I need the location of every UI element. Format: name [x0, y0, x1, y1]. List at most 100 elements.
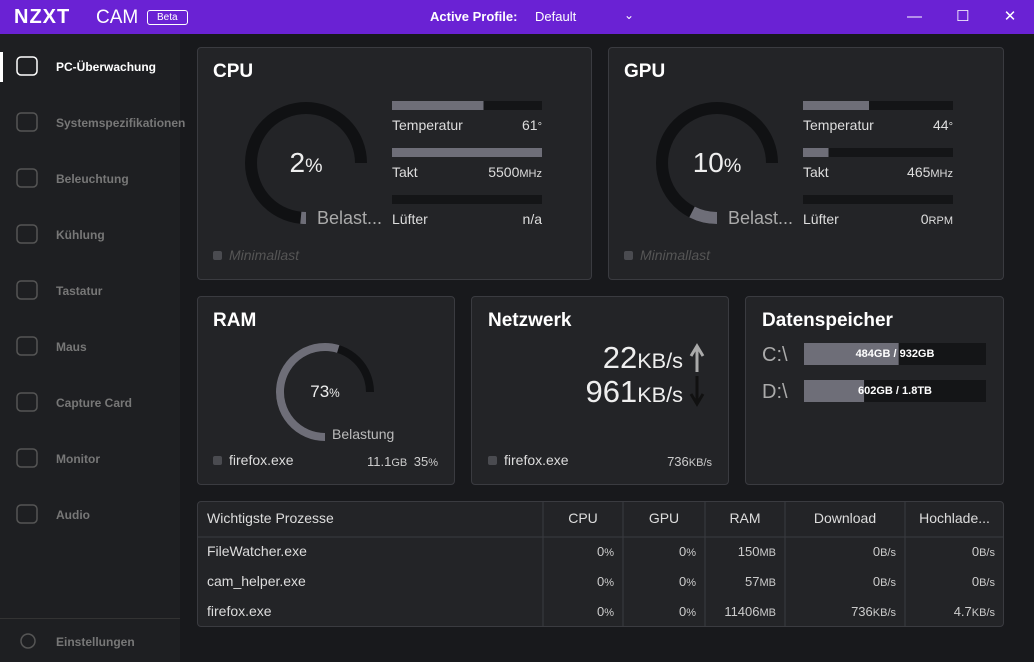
col-header[interactable]: Wichtigste Prozesse [207, 510, 334, 526]
active-indicator [0, 52, 3, 82]
col-header[interactable]: RAM [729, 510, 761, 526]
card-title: CPU [213, 61, 254, 82]
gauge-value-part: 73 [310, 381, 330, 401]
gauge-value-part: % [305, 155, 323, 177]
gauge-value-part: % [723, 155, 742, 177]
proc-name: firefox.exe [229, 452, 294, 468]
proc-cell: 0% [679, 604, 696, 619]
profile-label: Active Profile: [430, 9, 518, 24]
stat-track [392, 195, 542, 204]
proc-cell-part: % [604, 577, 614, 589]
mode-label: Minimallast [229, 247, 300, 263]
nav-icon [16, 224, 38, 244]
proc-rate: 736KB/s [667, 454, 712, 469]
proc-cell: 150MB [738, 544, 776, 559]
stat-value: 44° [933, 117, 953, 133]
proc-mem-part: GB [391, 457, 408, 469]
col-header[interactable]: CPU [568, 510, 598, 526]
proc-cell-part: B/s [880, 577, 896, 589]
proc-cell-part: B/s [979, 547, 995, 559]
gauge-fill [276, 343, 340, 441]
titlebar [0, 0, 1034, 34]
stat-value-part: 0 [920, 211, 929, 227]
arrow-down [689, 376, 705, 407]
col-header[interactable]: Hochlade... [919, 510, 990, 526]
nav-item[interactable]: PC-Überwachung [56, 60, 157, 74]
gauge-track [245, 102, 367, 224]
sidebar [0, 34, 180, 662]
stat-track [803, 101, 953, 110]
gauge-value-part: % [329, 385, 340, 400]
net-up: 22KB/s [603, 340, 683, 376]
profile-caret[interactable]: ⌄ [624, 8, 635, 22]
proc-name: firefox.exe [207, 603, 272, 619]
stat-value: 61° [522, 117, 542, 133]
gauge-value-part: 2 [289, 147, 306, 178]
proc-name: firefox.exe [504, 452, 569, 468]
stat-value-part: ° [537, 121, 542, 133]
stat-fill [392, 101, 484, 110]
settings-icon [20, 633, 36, 649]
col-header[interactable]: Download [813, 510, 877, 526]
proc-cell: 11406MB [724, 604, 776, 619]
stat-value: 5500MHz [488, 164, 542, 180]
nav-item[interactable]: Maus [56, 340, 87, 354]
proc-cell: 0B/s [972, 574, 995, 589]
proc-cell-part: 0 [872, 574, 881, 589]
proc-cell-part: 4.7 [953, 604, 972, 619]
proc-mem: 11.1GB [367, 454, 407, 469]
proc-cell: 57MB [745, 574, 776, 589]
stat-value-part: n/a [522, 211, 542, 227]
stat-label: Takt [803, 164, 829, 180]
nav-icon [16, 280, 38, 300]
proc-cell-part: KB/s [971, 607, 995, 619]
gauge-label: Belastung [332, 426, 395, 442]
profile-select[interactable]: Default [535, 9, 577, 24]
drive-usage: 602GB / 1.8TB [858, 385, 932, 397]
nav-item[interactable]: Monitor [56, 452, 100, 466]
nav-item[interactable]: Kühlung [56, 228, 105, 242]
proc-cell-part: 0 [678, 604, 687, 619]
nav-icon [16, 504, 38, 524]
proc-cell-part: % [604, 547, 614, 559]
stat-label: Temperatur [803, 117, 874, 133]
nav-item[interactable]: Capture Card [56, 396, 133, 410]
proc-pct-part: % [428, 457, 438, 469]
stat-value-part: MHz [930, 168, 953, 180]
stat-track [803, 195, 953, 204]
proc-cell: 0B/s [873, 544, 896, 559]
settings[interactable]: Einstellungen [56, 635, 135, 649]
drive-usage: 484GB / 932GB [855, 348, 935, 360]
col-header[interactable]: GPU [648, 510, 680, 526]
proc-rate-part: KB/s [688, 457, 712, 469]
stat-fill [803, 148, 829, 157]
mode-dot [213, 251, 222, 260]
window-controls[interactable]: — ☐ ✕ [907, 8, 1017, 25]
mode-label: Minimallast [640, 247, 711, 263]
drive-fill [804, 343, 899, 365]
proc-name: FileWatcher.exe [207, 543, 307, 559]
nav-icon [16, 448, 38, 468]
stat-value-part: MHz [519, 168, 542, 180]
proc-cell-part: 11406 [724, 604, 760, 619]
proc-cell-part: 0 [596, 604, 605, 619]
proc-cell: 0% [679, 574, 696, 589]
nav-item[interactable]: Tastatur [56, 284, 103, 298]
gauge-value: 73% [295, 382, 355, 402]
nav-item[interactable]: Systemspezifikationen [56, 116, 186, 130]
gauge-value: 2% [276, 147, 336, 179]
nav-item[interactable]: Beleuchtung [56, 172, 129, 186]
nav-icon [16, 56, 38, 76]
stat-label: Takt [392, 164, 418, 180]
proc-pct-part: 35 [413, 454, 429, 469]
mode-dot [624, 251, 633, 260]
nav-item[interactable]: Audio [56, 508, 90, 522]
ram-card [197, 296, 455, 485]
drive-name: C:\ [762, 344, 788, 366]
stat-fill [392, 148, 542, 157]
nav-icon [16, 392, 38, 412]
proc-cell-part: B/s [979, 577, 995, 589]
drive-name: D:\ [762, 381, 788, 403]
